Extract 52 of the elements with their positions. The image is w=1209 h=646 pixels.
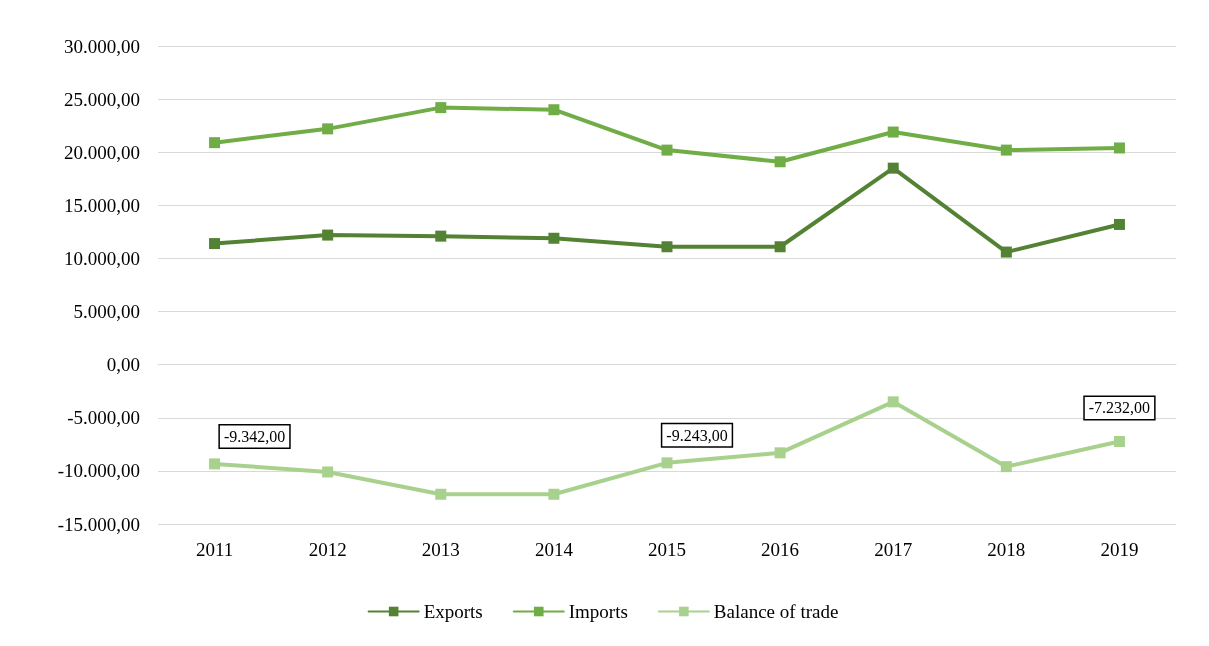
legend-label: Exports <box>423 601 483 622</box>
legend-label: Imports <box>568 601 628 622</box>
point <box>435 488 447 500</box>
point <box>774 156 786 168</box>
x-tick-label: 2015 <box>648 539 686 560</box>
point <box>1113 218 1125 230</box>
point <box>1113 142 1125 154</box>
y-tick-label: 20.000,00 <box>64 141 140 163</box>
data-label: -9.243,00 <box>666 426 728 444</box>
point <box>887 126 899 138</box>
x-tick-label: 2014 <box>534 539 574 560</box>
y-tick-label: -15.000,00 <box>57 513 140 535</box>
y-tick-label: 10.000,00 <box>64 247 140 269</box>
point <box>209 137 221 149</box>
point <box>887 162 899 174</box>
x-tick-label: 2017 <box>874 539 913 560</box>
point <box>887 396 899 408</box>
x-tick-label: 2013 <box>421 539 460 560</box>
x-tick-label: 2018 <box>987 539 1026 560</box>
point <box>435 102 447 114</box>
y-tick-label: 30.000,00 <box>64 35 140 57</box>
point <box>548 488 560 500</box>
point <box>661 241 673 253</box>
data-label: -9.342,00 <box>223 427 286 445</box>
x-tick-label: 2016 <box>761 539 800 560</box>
y-tick-label: 0,00 <box>106 354 140 376</box>
point <box>774 447 786 459</box>
point <box>1000 246 1012 258</box>
y-tick-label: 25.000,00 <box>64 88 140 110</box>
point <box>774 241 786 253</box>
point <box>548 232 560 244</box>
point <box>1000 144 1012 156</box>
point <box>209 238 221 250</box>
point <box>435 230 447 242</box>
y-tick-label: -5.000,00 <box>67 407 140 429</box>
point <box>661 144 673 156</box>
point <box>1113 435 1125 447</box>
x-tick-label: 2019 <box>1100 539 1139 560</box>
point <box>322 123 334 135</box>
point <box>661 457 673 469</box>
y-tick-label: 15.000,00 <box>64 194 140 216</box>
y-tick-label: -10.000,00 <box>57 460 140 482</box>
point <box>1000 461 1012 473</box>
data-label: -7.232,00 <box>1088 399 1151 417</box>
point <box>548 104 560 116</box>
point <box>322 466 334 478</box>
legend-label: Balance of trade <box>713 601 839 622</box>
point <box>209 458 221 470</box>
x-tick-label: 2012 <box>308 539 347 560</box>
y-tick-label: 5.000,00 <box>73 301 140 323</box>
point <box>322 229 334 241</box>
x-tick-label: 2011 <box>195 539 234 560</box>
